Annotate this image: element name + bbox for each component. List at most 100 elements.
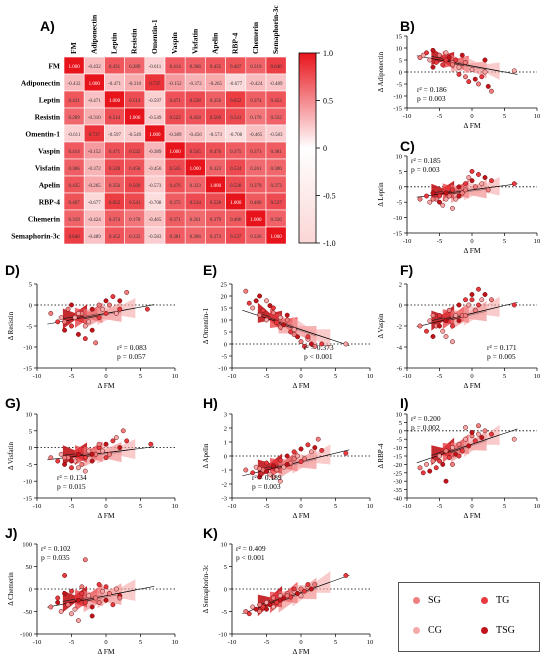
p-value-label: p = 0.015 bbox=[57, 482, 86, 491]
data-point bbox=[75, 465, 81, 471]
data-point bbox=[312, 343, 318, 349]
data-point bbox=[86, 448, 92, 454]
data-point bbox=[96, 600, 102, 605]
data-point bbox=[430, 64, 436, 70]
data-point bbox=[427, 468, 433, 474]
panel-label-f: F) bbox=[400, 262, 414, 278]
heatmap-cell-value: 1.000 bbox=[210, 184, 222, 189]
data-point bbox=[433, 59, 439, 65]
y-tick-label: 2 bbox=[399, 282, 402, 289]
data-point bbox=[110, 438, 116, 444]
x-axis-label: Δ FM bbox=[97, 381, 114, 390]
x-tick-label: 10 bbox=[534, 113, 541, 120]
data-point bbox=[456, 193, 462, 199]
data-point bbox=[75, 618, 81, 623]
data-point bbox=[117, 298, 123, 304]
data-point bbox=[456, 71, 462, 77]
x-tick-label: 5 bbox=[503, 113, 506, 120]
r-squared-label: r² = 0.171 bbox=[487, 343, 517, 352]
data-point bbox=[277, 597, 283, 603]
heatmap-cell-value: 0.374 bbox=[109, 218, 121, 223]
y-tick-label: -20 bbox=[393, 462, 402, 469]
x-tick-label: 10 bbox=[172, 503, 179, 510]
overall-regression-line bbox=[242, 449, 350, 477]
data-point bbox=[291, 586, 297, 592]
data-point bbox=[96, 302, 102, 308]
data-point bbox=[437, 453, 442, 459]
data-point bbox=[319, 341, 325, 347]
heatmap-cell-value: 0.261 bbox=[250, 167, 262, 172]
data-point bbox=[298, 586, 304, 592]
data-point bbox=[89, 327, 95, 333]
data-point bbox=[284, 461, 290, 467]
data-point bbox=[75, 597, 81, 603]
y-tick-label: -10 bbox=[218, 366, 227, 373]
heatmap-cell-value: 0.569 bbox=[129, 184, 141, 189]
data-point bbox=[482, 428, 488, 434]
x-tick-label: 5 bbox=[503, 238, 506, 245]
data-point bbox=[253, 606, 259, 612]
y-tick-label: -25 bbox=[393, 470, 402, 477]
heatmap-cell-value: 0.379 bbox=[210, 218, 222, 223]
data-point bbox=[440, 461, 446, 467]
x-tick-label: -5 bbox=[264, 639, 269, 646]
x-axis-label: Δ FM bbox=[463, 511, 480, 520]
heatmap-cell-value: -0.456 bbox=[148, 167, 161, 172]
data-point bbox=[463, 181, 468, 187]
y-tick-label: 0 bbox=[29, 303, 32, 310]
data-point bbox=[62, 455, 68, 461]
data-point bbox=[298, 593, 304, 599]
p-value-label: p < 0.001 bbox=[304, 352, 333, 361]
heatmap-cell-value: -0.489 bbox=[88, 235, 101, 240]
data-point bbox=[284, 312, 290, 318]
data-point bbox=[308, 586, 314, 592]
data-point bbox=[443, 318, 449, 324]
data-point bbox=[482, 175, 488, 181]
heatmap-cell-value: 0.332 bbox=[129, 235, 141, 240]
data-point bbox=[295, 334, 301, 340]
legend-label-sg: SG bbox=[428, 595, 441, 606]
x-axis-label: Δ FM bbox=[463, 121, 480, 130]
y-tick-label: -5 bbox=[397, 82, 402, 89]
r-squared-label: r² = 0.102 bbox=[41, 544, 71, 553]
data-point bbox=[277, 457, 283, 463]
heatmap-cell-value: 0.467 bbox=[230, 65, 242, 70]
y-axis-label: Δ Visfatin bbox=[7, 442, 15, 470]
y-tick-label: -50 bbox=[23, 609, 32, 616]
y-axis-label: Δ Chemerin bbox=[7, 572, 15, 606]
colorbar bbox=[298, 52, 317, 244]
colorbar-tick-label: -1.0 bbox=[323, 239, 336, 248]
y-tick-label: -15 bbox=[23, 366, 32, 373]
heatmap-cell-value: 0.373 bbox=[210, 235, 222, 240]
data-point bbox=[107, 302, 112, 308]
y-tick-label: -3 bbox=[222, 496, 227, 503]
x-tick-label: -5 bbox=[437, 113, 442, 120]
heatmap-cell-value: 0.431 bbox=[109, 65, 121, 70]
data-point bbox=[72, 315, 78, 321]
row-label: Visfatin bbox=[35, 164, 61, 173]
data-point bbox=[482, 69, 488, 75]
data-point bbox=[511, 302, 517, 308]
data-point bbox=[463, 424, 468, 430]
data-point bbox=[291, 331, 297, 337]
data-point bbox=[446, 55, 452, 61]
heatmap-cell-value: -0.424 bbox=[88, 218, 101, 223]
x-tick-label: 10 bbox=[172, 639, 179, 646]
legend-label-tsg: TSG bbox=[496, 625, 515, 636]
data-point bbox=[75, 331, 81, 337]
y-tick-label: 0 bbox=[224, 454, 227, 461]
heatmap-cell-value: 0.414 bbox=[68, 150, 80, 155]
y-axis-label: Δ Resistin bbox=[7, 311, 15, 340]
data-point bbox=[270, 474, 276, 480]
data-point bbox=[55, 600, 61, 605]
data-point bbox=[93, 340, 99, 346]
data-point bbox=[291, 456, 297, 462]
y-tick-label: 0 bbox=[399, 184, 402, 191]
data-point bbox=[62, 461, 68, 467]
y-tick-label: 2 bbox=[224, 426, 227, 433]
heatmap-cell-value: -0.471 bbox=[108, 82, 121, 87]
data-point bbox=[427, 199, 433, 205]
data-point bbox=[86, 593, 92, 599]
y-tick-label: -10 bbox=[393, 94, 402, 101]
column-label: Semaphorin-3c bbox=[271, 5, 280, 54]
